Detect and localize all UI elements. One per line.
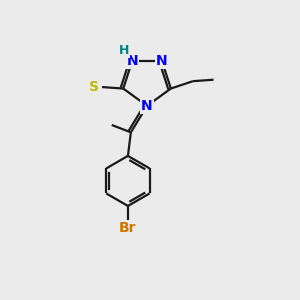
Text: Br: Br	[119, 221, 137, 235]
Text: N: N	[141, 99, 153, 113]
Text: S: S	[89, 80, 99, 94]
Text: H: H	[119, 44, 129, 57]
Text: N: N	[156, 54, 168, 68]
Text: N: N	[127, 54, 138, 68]
